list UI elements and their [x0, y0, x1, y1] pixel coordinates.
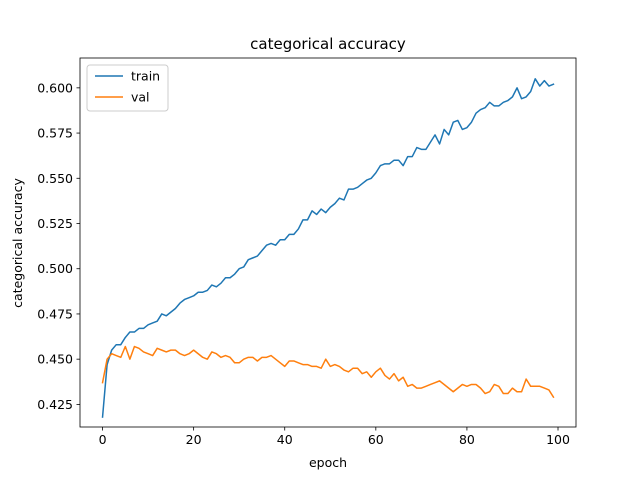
- y-axis-label: categorical accuracy: [10, 178, 25, 308]
- x-tick-label: 40: [277, 432, 293, 447]
- x-tick-label: 100: [546, 432, 570, 447]
- y-tick-label: 0.425: [37, 397, 73, 412]
- x-tick-label: 60: [368, 432, 384, 447]
- y-tick-label: 0.600: [37, 80, 73, 95]
- legend-label-train: train: [131, 69, 160, 84]
- y-tick-label: 0.475: [37, 306, 73, 321]
- y-tick-label: 0.525: [37, 216, 73, 231]
- series-line-val: [101, 345, 555, 399]
- y-tick-label: 0.500: [37, 261, 73, 276]
- chart-title: categorical accuracy: [250, 35, 406, 53]
- plot-area: 0 20 40 60 80 100 0.425 0.450 0.475 0.500 0.525 0.5…: [37, 57, 577, 447]
- y-tick-label: 0.575: [37, 126, 73, 141]
- legend-label-val: val: [131, 90, 150, 105]
- x-axis-label: epoch: [309, 455, 347, 470]
- y-tick-label: 0.550: [37, 171, 73, 186]
- x-tick-label: 20: [186, 432, 202, 447]
- series-line-train: [101, 78, 555, 418]
- axes-frame: [79, 57, 577, 428]
- x-tick-label: 0: [99, 432, 107, 447]
- legend: train val: [86, 64, 169, 112]
- x-tick-label: 80: [459, 432, 475, 447]
- y-tick-label: 0.450: [37, 352, 73, 367]
